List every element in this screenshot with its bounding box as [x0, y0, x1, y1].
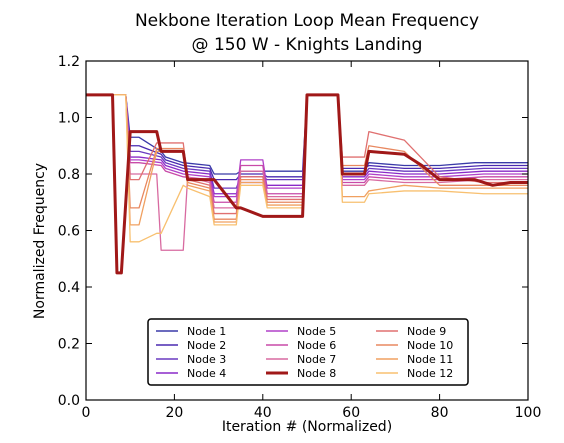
x-tick-label: 60 — [342, 405, 360, 421]
legend-label: Node 11 — [407, 353, 453, 366]
series-lines — [86, 93, 528, 275]
legend-label: Node 4 — [187, 367, 226, 380]
y-tick-label: 1.2 — [58, 54, 80, 70]
y-tick-label: 0.8 — [58, 167, 80, 183]
y-tick-label: 0.6 — [58, 224, 80, 240]
legend-label: Node 7 — [297, 353, 336, 366]
x-tick-label: 100 — [515, 405, 542, 421]
legend-label: Node 8 — [297, 367, 336, 380]
series-line-node-7 — [86, 94, 528, 251]
legend-box — [147, 318, 469, 386]
chart-title-line-1: Nekbone Iteration Loop Mean Frequency — [135, 11, 479, 31]
legend-label: Node 10 — [407, 339, 453, 352]
series-line-node-9 — [86, 94, 528, 215]
y-tick-label: 0.4 — [58, 280, 80, 296]
legend-label: Node 5 — [297, 325, 336, 338]
y-tick-label: 0.2 — [58, 337, 80, 353]
legend-label: Node 12 — [407, 367, 453, 380]
series-line-node-10 — [86, 94, 528, 220]
series-line-node-8 — [86, 93, 528, 275]
legend-label: Node 1 — [187, 325, 226, 338]
y-tick-label: 1.0 — [58, 111, 80, 127]
legend-label: Node 9 — [407, 325, 446, 338]
x-tick-label: 40 — [254, 405, 272, 421]
series-line-node-12 — [86, 94, 528, 243]
x-tick-label: 80 — [431, 405, 449, 421]
y-axis-label: Normalized Frequency — [32, 163, 48, 319]
y-tick-label: 0.0 — [58, 393, 80, 409]
legend-label: Node 3 — [187, 353, 226, 366]
x-axis-label: Iteration # (Normalized) — [222, 419, 392, 435]
legend-label: Node 6 — [297, 339, 336, 352]
chart-title-line-2: @ 150 W - Knights Landing — [192, 35, 423, 55]
x-tick-label: 20 — [165, 405, 183, 421]
x-tick-label: 0 — [82, 405, 91, 421]
legend-label: Node 2 — [187, 339, 226, 352]
series-line-node-11 — [86, 94, 528, 226]
